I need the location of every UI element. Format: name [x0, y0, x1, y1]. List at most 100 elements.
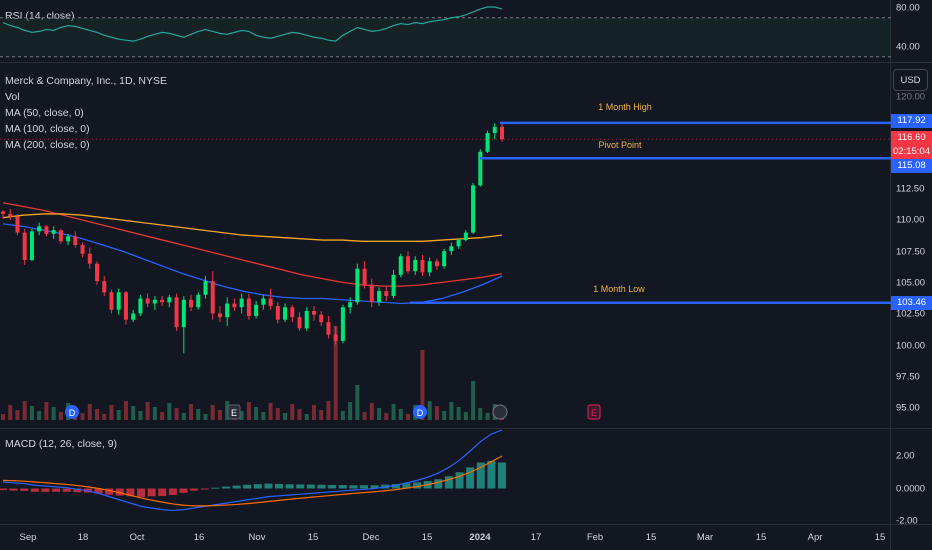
candle-body	[29, 231, 34, 260]
volume-bar	[290, 404, 295, 420]
volume-bar	[37, 411, 42, 420]
ma200-legend[interactable]: MA (200, close, 0)	[5, 139, 90, 151]
macd-histogram-bar	[338, 485, 347, 489]
month-low-badge: 103.46	[891, 296, 932, 310]
volume-bar	[1, 414, 5, 420]
candle-body	[485, 133, 490, 152]
macd-histogram-bar	[476, 462, 485, 489]
candle-body	[145, 298, 150, 304]
time-label: 15	[421, 532, 433, 543]
macd-histogram-bar	[168, 488, 177, 495]
candle-body	[391, 274, 396, 297]
candle-body	[160, 299, 165, 303]
volume-bar	[196, 409, 201, 420]
volume-bar	[145, 402, 150, 420]
volume-bar	[22, 401, 27, 420]
volume-bar	[369, 403, 374, 420]
ma50-legend[interactable]: MA (50, close, 0)	[5, 107, 84, 119]
macd-histogram-bar	[0, 488, 7, 491]
candle-body	[333, 334, 338, 341]
price-legend: Merck & Company, Inc., 1D, NYSE Vol MA (…	[5, 73, 167, 153]
candle-body	[434, 261, 439, 267]
time-label: Oct	[129, 532, 145, 543]
candle-body	[109, 292, 114, 310]
dividend-marker[interactable]: D	[413, 405, 427, 419]
volume-bar	[210, 405, 215, 420]
candle-body	[239, 298, 244, 308]
macd-histogram-bar	[359, 485, 368, 489]
candle-body	[181, 299, 186, 328]
currency-button[interactable]: USD	[893, 69, 928, 91]
macd-histogram-bar	[30, 488, 39, 492]
volume-bar	[348, 402, 353, 420]
time-label-year: 2024	[469, 532, 491, 543]
macd-histogram-bar	[444, 476, 453, 489]
volume-bar	[340, 411, 345, 420]
macd-histogram-bar	[200, 488, 209, 490]
volume-bar	[297, 409, 302, 420]
candle-body	[15, 216, 20, 233]
macd-histogram-bar	[285, 484, 294, 489]
volume-bar	[384, 413, 389, 420]
macd-histogram-bar	[243, 484, 252, 489]
time-label: Mar	[696, 532, 714, 543]
macd-histogram-bar	[455, 472, 464, 489]
macd-histogram-bar	[264, 483, 273, 489]
candle-body	[384, 291, 389, 297]
volume-bar	[427, 401, 432, 420]
candle-body	[167, 297, 172, 303]
volume-bar	[304, 414, 309, 420]
volume-bar	[15, 410, 20, 420]
candle-body	[1, 211, 5, 214]
price-tick: 107.50	[896, 246, 926, 258]
candle-body	[297, 317, 302, 329]
candle-body	[442, 251, 447, 267]
candle-body	[275, 305, 280, 320]
ma100-legend[interactable]: MA (100, close, 0)	[5, 123, 90, 135]
volume-bar	[471, 381, 476, 420]
price-tick: 95.00	[896, 402, 920, 414]
volume-bar	[485, 413, 490, 420]
candle-body	[73, 236, 78, 246]
pane-separator-macd[interactable]	[0, 428, 932, 429]
candle-body	[51, 230, 56, 234]
rsi-legend[interactable]: RSI (14, close)	[5, 10, 75, 22]
month-low-label: 1 Month Low	[593, 284, 645, 294]
macd-line	[2, 429, 503, 512]
pane-separator-rsi[interactable]	[0, 62, 932, 63]
volume-bar	[391, 404, 396, 420]
candle-body	[246, 298, 251, 316]
candle-body	[478, 151, 483, 186]
earnings-marker[interactable]: E	[227, 404, 241, 420]
candle-body	[500, 126, 504, 140]
rsi-line	[2, 6, 503, 42]
vol-legend[interactable]: Vol	[5, 91, 20, 103]
volume-bar	[58, 412, 63, 420]
volume-bar	[8, 405, 13, 420]
macd-histogram-bar	[370, 485, 379, 489]
earnings-marker[interactable]: E	[587, 404, 601, 420]
candle-body	[189, 299, 194, 308]
volume-bar	[225, 401, 230, 420]
volume-bar	[319, 410, 324, 420]
symbol-title[interactable]: Merck & Company, Inc., 1D, NYSE	[5, 75, 168, 87]
dividend-marker[interactable]: D	[65, 405, 79, 419]
volume-bar	[167, 403, 172, 420]
time-label: 15	[645, 532, 657, 543]
candle-body	[492, 126, 497, 134]
price-axis-separator	[890, 0, 891, 550]
svg-text:E: E	[231, 408, 237, 418]
volume-bar	[333, 326, 338, 420]
volume-bar	[355, 385, 360, 420]
svg-text:D: D	[417, 408, 424, 418]
macd-legend[interactable]: MACD (12, 26, close, 9)	[5, 438, 118, 450]
candle-body	[261, 298, 266, 305]
candle-body	[87, 253, 92, 264]
candle-body	[456, 240, 461, 247]
volume-bar	[87, 404, 92, 420]
candle-body	[232, 303, 237, 308]
countdown-badge: 02:15:04	[891, 145, 932, 159]
volume-bar	[239, 411, 244, 420]
rsi-band	[0, 17, 891, 57]
